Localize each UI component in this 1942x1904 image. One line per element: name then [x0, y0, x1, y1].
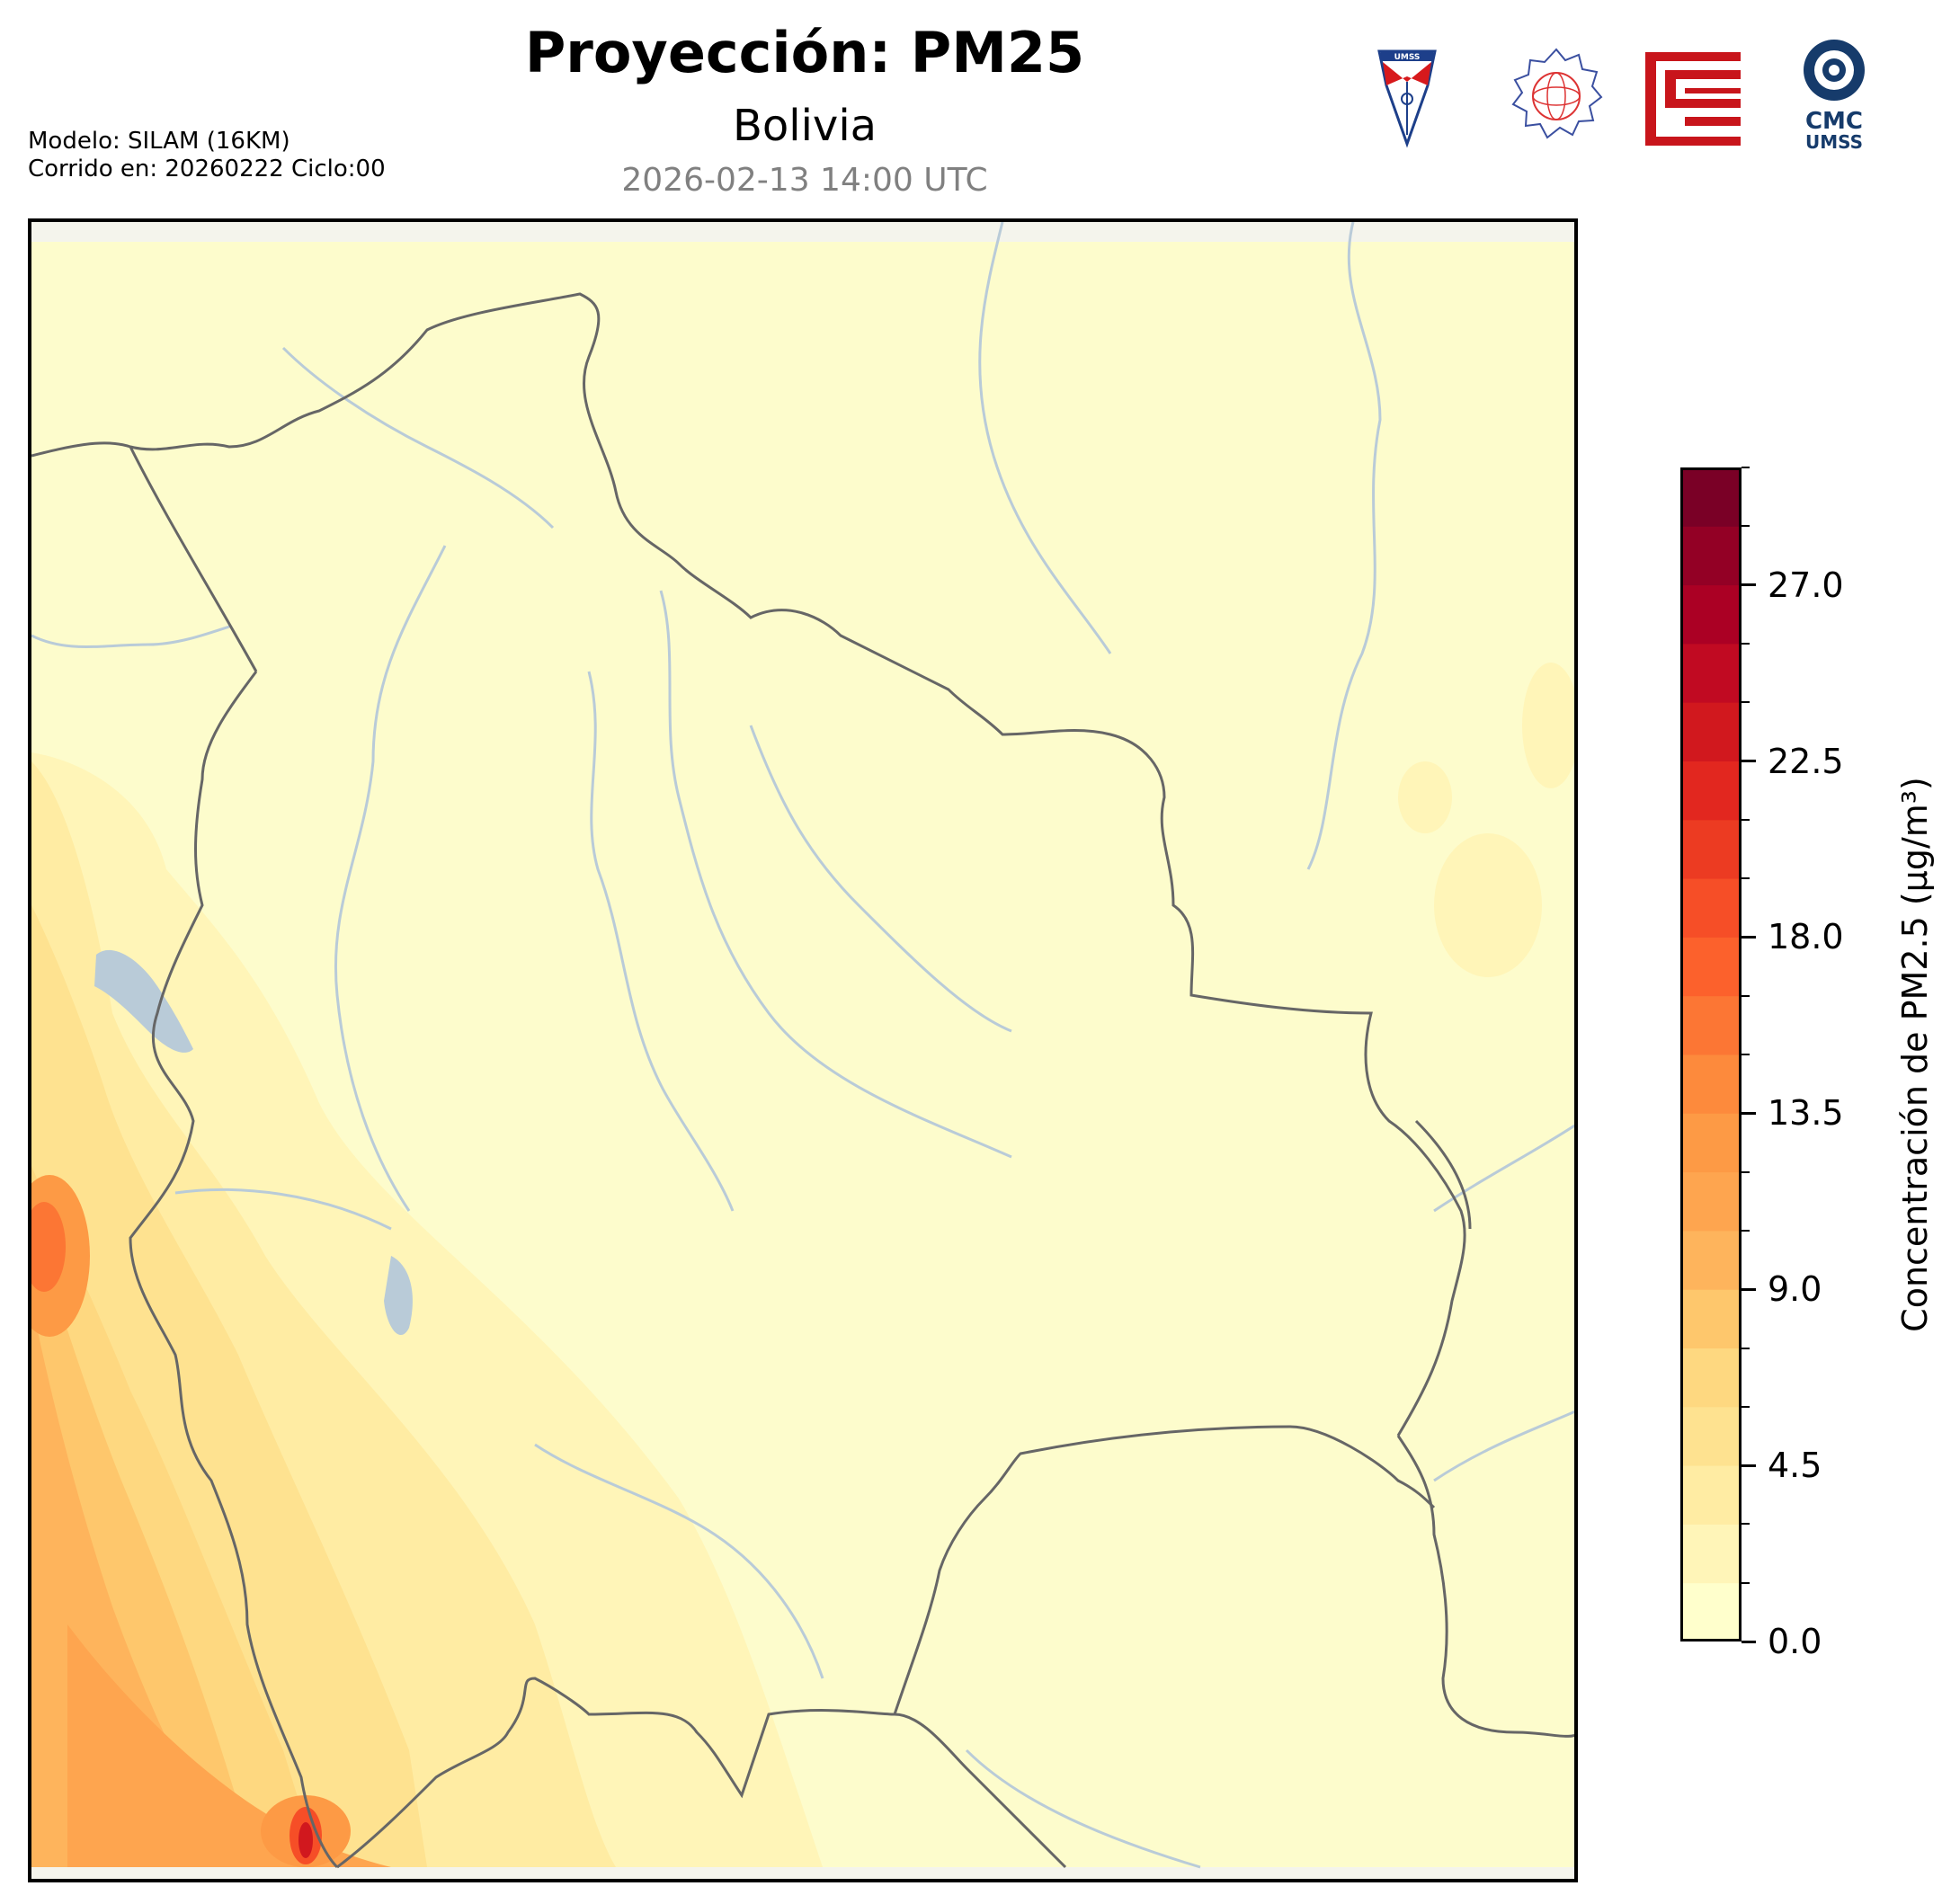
colorbar-level-11	[1680, 937, 1742, 997]
colorbar-level-12	[1680, 878, 1742, 938]
colorbar-outline	[1680, 467, 1742, 1642]
colorbar-tick-label: 4.5	[1768, 1446, 1822, 1486]
colorbar-minor-tick	[1742, 877, 1750, 880]
colorbar-title: Concentración de PM2.5 (µg/m³)	[1895, 777, 1935, 1332]
colorbar-minor-tick	[1742, 701, 1750, 704]
pm25-field	[31, 663, 1574, 1867]
logo-strip: UMSS CMC UMSS	[1376, 36, 1879, 162]
colorbar-minor-tick	[1742, 525, 1750, 528]
colorbar-level-16	[1680, 643, 1742, 703]
colorbar-tick	[1742, 935, 1756, 939]
colorbar-tick-label: 0.0	[1768, 1622, 1822, 1661]
colorbar-tick	[1742, 1640, 1756, 1643]
colorbar-minor-tick	[1742, 818, 1750, 821]
colorbar-level-0	[1680, 1582, 1742, 1642]
colorbar-minor-tick	[1742, 1405, 1750, 1408]
colorbar-level-10	[1680, 995, 1742, 1055]
colorbar-level-8	[1680, 1113, 1742, 1173]
rivers	[31, 222, 1574, 1869]
colorbar-level-18	[1680, 526, 1742, 586]
colorbar-level-19	[1680, 467, 1742, 527]
colorbar-level-14	[1680, 761, 1742, 821]
colorbar-level-4	[1680, 1348, 1742, 1408]
departamento-fisica-seal-logo	[1511, 48, 1603, 139]
red-maze-logo	[1645, 52, 1741, 146]
map-canvas	[31, 222, 1574, 1879]
colorbar-level-13	[1680, 819, 1742, 879]
lakes	[94, 949, 413, 1336]
colorbar-tick	[1742, 583, 1756, 587]
run-line: Corrido en: 20260222 Ciclo:00	[28, 156, 386, 182]
colorbar-tick-label: 13.5	[1768, 1093, 1844, 1134]
country-borders	[31, 292, 1574, 1869]
colorbar-level-2	[1680, 1465, 1742, 1525]
figure-title: Proyección: PM25	[524, 20, 1085, 85]
colorbar-minor-tick	[1742, 1229, 1750, 1232]
colorbar-minor-tick	[1742, 642, 1750, 645]
colorbar-tick	[1742, 760, 1756, 762]
colorbar-level-7	[1680, 1171, 1742, 1232]
svg-text:CMC: CMC	[1805, 108, 1863, 135]
colorbar-minor-tick	[1742, 1170, 1750, 1173]
colorbar-level-3	[1680, 1406, 1742, 1466]
colorbar-level-9	[1680, 1054, 1742, 1114]
colorbar-level-17	[1680, 584, 1742, 645]
colorbar-tick-label: 22.5	[1768, 741, 1844, 781]
colorbar-level-15	[1680, 702, 1742, 761]
colorbar-tick	[1742, 1464, 1756, 1467]
colorbar-minor-tick	[1742, 994, 1750, 997]
colorbar-tick-label: 27.0	[1768, 565, 1844, 605]
map-panel[interactable]	[28, 218, 1578, 1882]
colorbar-tick-label: 9.0	[1768, 1269, 1822, 1310]
forecast-datetime: 2026-02-13 14:00 UTC	[621, 162, 988, 199]
colorbar	[1680, 467, 1742, 1642]
svg-text:UMSS: UMSS	[1394, 53, 1421, 62]
colorbar-level-6	[1680, 1230, 1742, 1290]
model-info: Modelo: SILAM (16KM) Corrido en: 2026022…	[28, 128, 386, 183]
figure-subtitle: Bolivia	[732, 101, 877, 151]
colorbar-minor-tick	[1742, 1054, 1750, 1055]
colorbar-tick-label: 18.0	[1768, 917, 1844, 957]
colorbar-minor-tick	[1742, 1581, 1750, 1584]
umss-shield-logo: UMSS	[1377, 49, 1437, 148]
colorbar-minor-tick	[1742, 1347, 1750, 1349]
colorbar-minor-tick	[1742, 1523, 1750, 1526]
colorbar-level-5	[1680, 1289, 1742, 1348]
model-line: Modelo: SILAM (16KM)	[28, 128, 290, 155]
svg-text:UMSS: UMSS	[1805, 131, 1863, 153]
colorbar-minor-tick	[1742, 467, 1750, 468]
colorbar-level-1	[1680, 1524, 1742, 1584]
colorbar-tick	[1742, 1287, 1756, 1291]
colorbar-tick	[1742, 1111, 1756, 1115]
cmc-umss-logo: CMC UMSS	[1804, 40, 1865, 153]
